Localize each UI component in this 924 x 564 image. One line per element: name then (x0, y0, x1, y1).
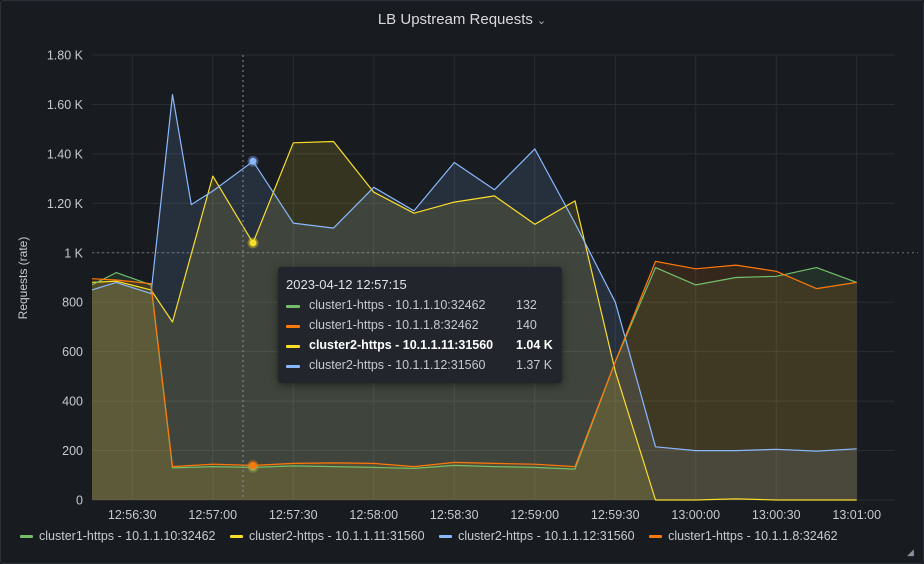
series-swatch (286, 345, 300, 348)
x-tick-label: 13:01:00 (832, 508, 881, 522)
legend-item[interactable]: cluster1-https - 10.1.1.10:32462 (20, 529, 216, 543)
x-tick-label: 13:00:30 (752, 508, 801, 522)
legend-label[interactable]: cluster2-https - 10.1.1.12:31560 (458, 529, 635, 543)
tooltip-row: cluster2-https - 10.1.1.12:31560 1.37 K (286, 358, 556, 374)
y-tick-label: 1.20 K (47, 197, 84, 211)
y-tick-label: 600 (62, 345, 83, 359)
chart-lines (91, 93, 857, 501)
tooltip-row: cluster2-https - 10.1.1.11:31560 1.04 K (286, 338, 556, 354)
legend-label[interactable]: cluster1-https - 10.1.1.8:32462 (668, 529, 838, 543)
series-swatch (230, 535, 243, 539)
legend-item[interactable]: cluster2-https - 10.1.1.12:31560 (439, 529, 635, 543)
tooltip-series-name: cluster1-https - 10.1.1.10:32462 (309, 298, 486, 312)
legend: cluster1-https - 10.1.1.10:32462 cluster… (20, 529, 849, 547)
series-swatch (439, 535, 453, 539)
x-tick-label: 12:59:30 (591, 508, 640, 522)
y-tick-label: 800 (62, 296, 83, 310)
x-tick-label: 12:58:30 (430, 508, 479, 522)
legend-item[interactable]: cluster2-https - 10.1.1.11:31560 (230, 529, 425, 543)
y-tick-label: 200 (62, 444, 83, 458)
tooltip-series-name: cluster1-https - 10.1.1.8:32462 (309, 318, 479, 332)
x-axis-ticks: 12:56:30 12:57:00 12:57:30 12:58:00 12:58:30… (108, 508, 881, 522)
hover-point (249, 461, 257, 469)
x-tick-label: 12:57:00 (188, 508, 237, 522)
series-line (91, 260, 857, 468)
y-axis-ticks: 0 200 400 600 800 1 K 1.20 K 1.40 K 1.60 K 1.80 K (47, 49, 84, 508)
y-tick-label: 0 (76, 494, 83, 508)
y-axis-label: Requests (rate) (16, 237, 30, 320)
series-line (91, 93, 857, 452)
panel-title[interactable]: LB Upstream Requests ⌄ (0, 11, 924, 28)
legend-label[interactable]: cluster1-https - 10.1.1.10:32462 (39, 529, 216, 543)
legend-item[interactable]: cluster1-https - 10.1.1.8:32462 (649, 529, 838, 543)
tooltip-series-name: cluster2-https - 10.1.1.11:31560 (309, 338, 494, 352)
series-swatch (286, 365, 300, 368)
chart-markers (242, 55, 259, 500)
x-tick-label: 12:58:00 (349, 508, 398, 522)
series-area (92, 261, 857, 500)
y-tick-label: 400 (62, 395, 83, 409)
legend-label[interactable]: cluster2-https - 10.1.1.11:31560 (249, 529, 425, 543)
tooltip-series-value: 132 (516, 298, 537, 312)
tooltip-row: cluster1-https - 10.1.1.10:32462 132 (286, 298, 556, 314)
tooltip-series-value: 1.04 K (516, 338, 553, 352)
y-tick-label: 1.80 K (47, 49, 84, 63)
tooltip-time: 2023-04-12 12:57:15 (286, 277, 407, 292)
series-swatch (286, 325, 300, 328)
tooltip-series-name: cluster2-https - 10.1.1.12:31560 (309, 358, 486, 372)
series-swatch (649, 535, 663, 539)
x-tick-label: 13:00:00 (671, 508, 720, 522)
series-swatch (20, 535, 33, 539)
y-tick-label: 1.60 K (47, 98, 84, 112)
y-tick-label: 1 K (64, 246, 83, 260)
tooltip: 2023-04-12 12:57:15 cluster1-https - 10.… (278, 267, 562, 383)
series-swatch (286, 305, 300, 308)
x-tick-label: 12:59:00 (510, 508, 559, 522)
tooltip-row: cluster1-https - 10.1.1.8:32462 140 (286, 318, 556, 334)
hover-point (249, 239, 257, 247)
hover-point (249, 157, 257, 165)
x-tick-label: 12:57:30 (269, 508, 318, 522)
series-line (91, 140, 857, 501)
series-line (91, 267, 857, 470)
x-tick-label: 12:56:30 (108, 508, 157, 522)
panel-title-text[interactable]: LB Upstream Requests (377, 11, 533, 28)
chevron-down-icon[interactable]: ⌄ (536, 15, 547, 27)
y-tick-label: 1.40 K (47, 147, 84, 161)
resize-handle-icon[interactable]: ◢ (907, 547, 914, 557)
tooltip-series-value: 1.37 K (516, 358, 553, 372)
series-area (92, 267, 857, 500)
tooltip-series-value: 140 (516, 318, 537, 332)
